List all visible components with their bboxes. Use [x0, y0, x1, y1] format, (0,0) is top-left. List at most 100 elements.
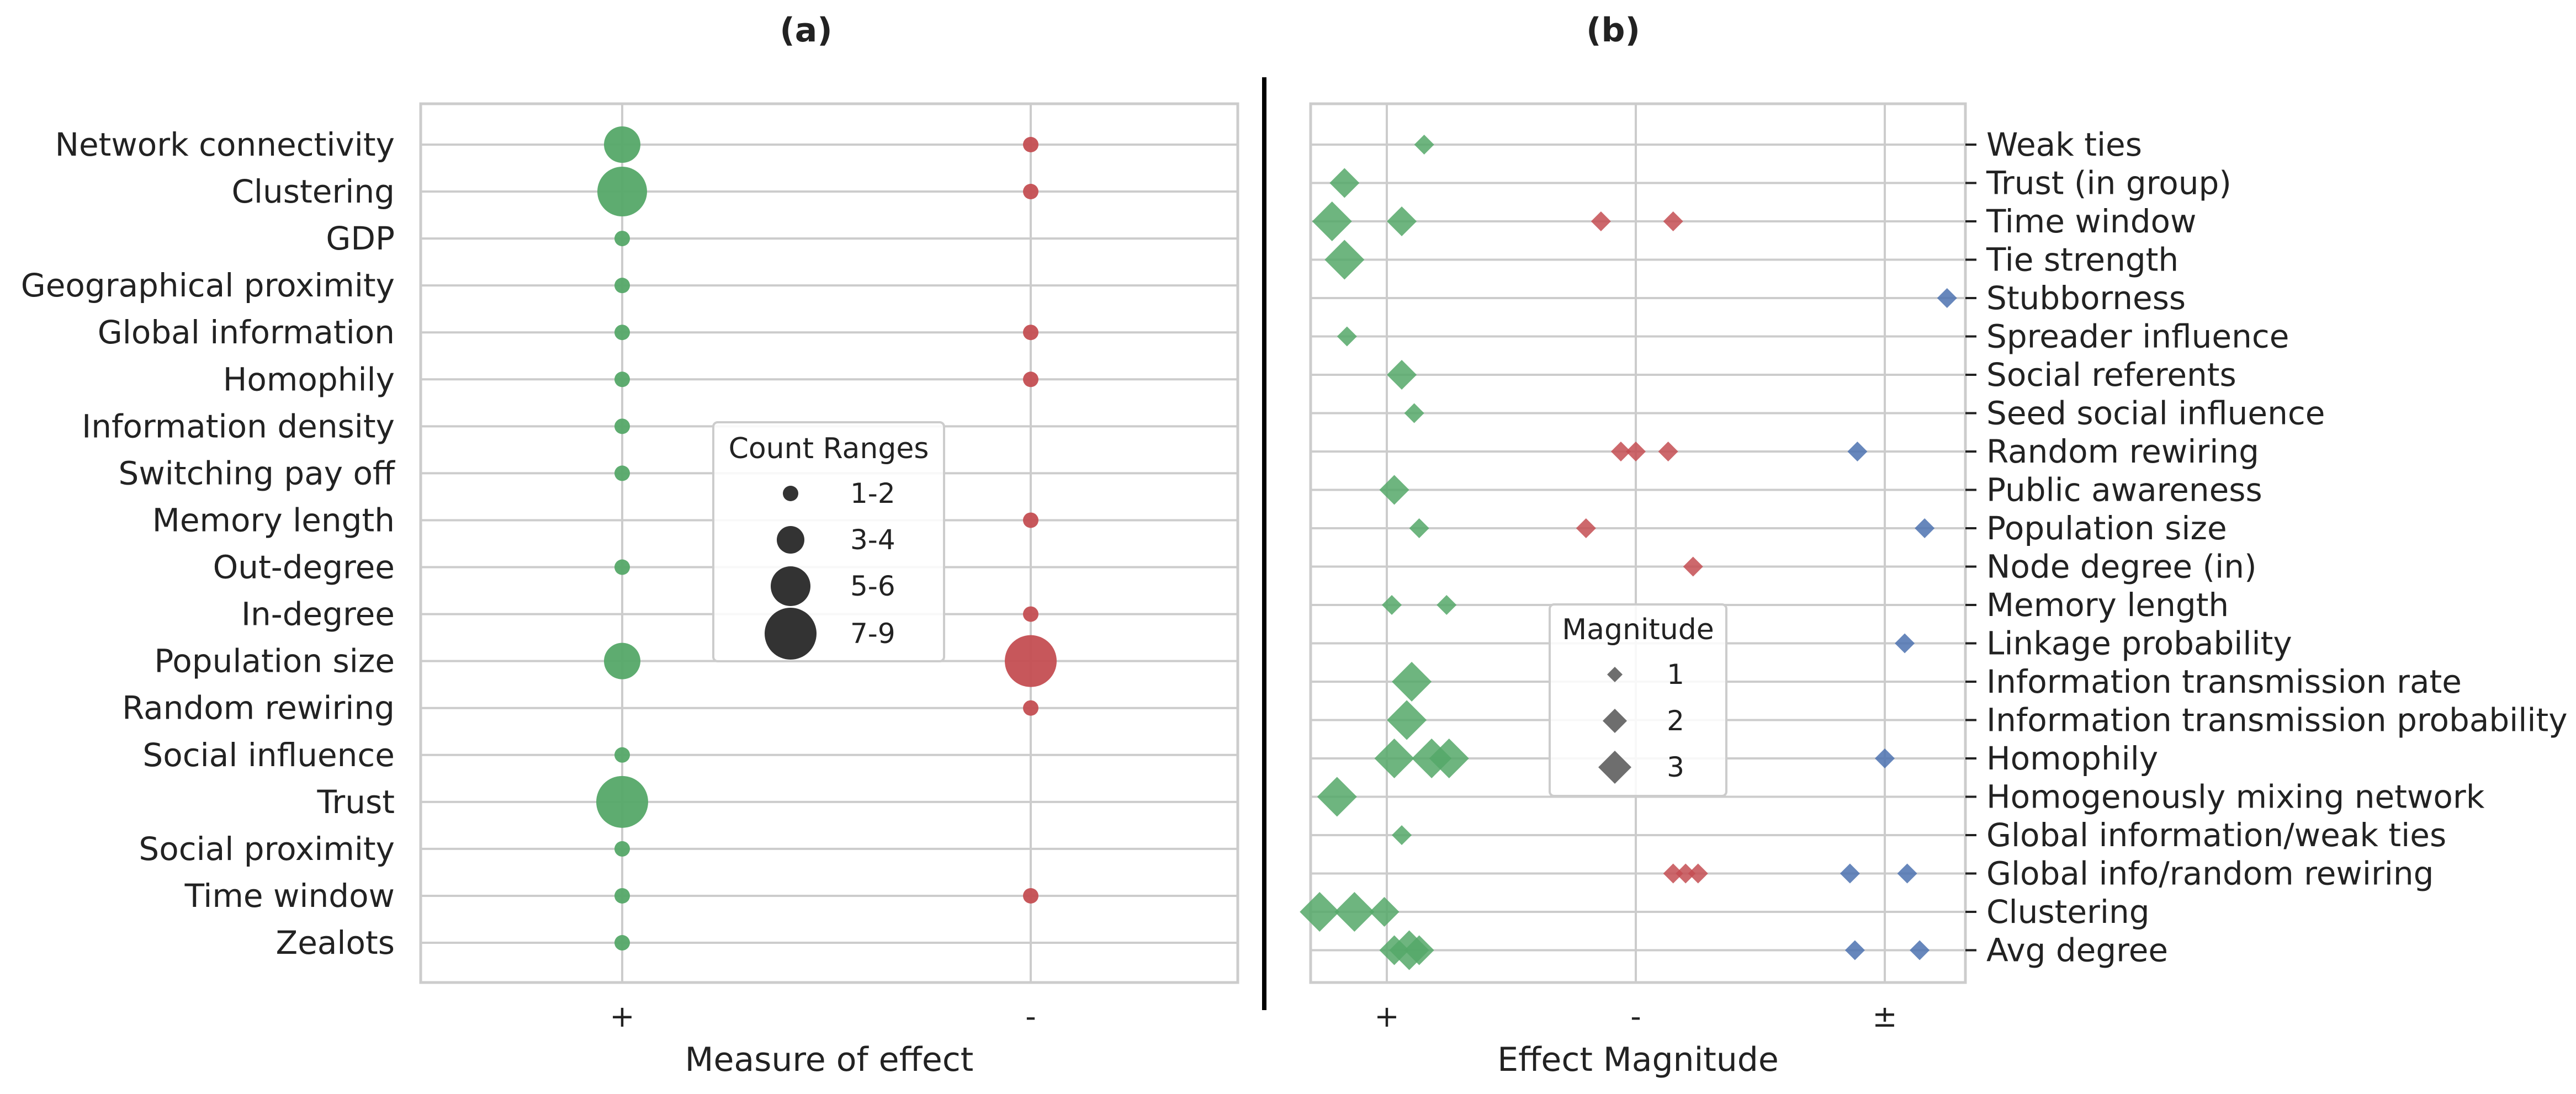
- count-point: [1023, 606, 1038, 622]
- count-point: [614, 231, 630, 247]
- count-point: [1023, 184, 1038, 200]
- count-legend-marker: [765, 608, 817, 660]
- magnitude-point: [1369, 897, 1400, 927]
- magnitude-point: [1847, 442, 1868, 461]
- magnitude-point: [1937, 288, 1957, 308]
- panel-a-x-axis-label: Measure of effect: [685, 1040, 974, 1079]
- magnitude-point: [1392, 662, 1432, 702]
- magnitude-point: [1915, 518, 1935, 538]
- panel-b-y-tick-label: Information transmission probability: [1986, 702, 2568, 739]
- count-point: [614, 465, 630, 481]
- panel-a-y-tick-label: Out-degree: [213, 549, 395, 586]
- count-point: [614, 371, 630, 387]
- magnitude-point: [1897, 863, 1917, 884]
- panel-b-title: (b): [1586, 11, 1640, 50]
- count-point: [1023, 700, 1038, 716]
- panel-a-y-tick-label: Social influence: [142, 736, 395, 774]
- panel-a-y-tick-label: Geographical proximity: [21, 267, 395, 304]
- panel-a-y-tick-label: Network connectivity: [55, 126, 395, 163]
- magnitude-point: [1576, 518, 1596, 538]
- magnitude-legend-items: 1 2 3: [1598, 658, 1684, 784]
- count-point: [1023, 888, 1038, 904]
- panel-a-y-tick-label: Global information: [98, 314, 395, 351]
- panel-a-y-tick-label: Random rewiring: [122, 689, 395, 727]
- magnitude-legend-marker: [1607, 667, 1623, 682]
- count-point: [614, 559, 630, 575]
- panel-b-y-tick-label: Global info/random rewiring: [1986, 855, 2434, 893]
- panel-b-y-tick-label: Population size: [1986, 509, 2227, 547]
- panel-a: Network connectivity Clustering GDP Geograp…: [21, 11, 1239, 1079]
- panel-b-y-tick-label: Tie strength: [1986, 241, 2179, 279]
- magnitude-point: [1379, 475, 1409, 505]
- magnitude-legend-label: 2: [1667, 705, 1684, 737]
- count-point: [614, 418, 630, 434]
- count-legend-marker: [771, 566, 810, 606]
- panel-b-y-tick-label: Homophily: [1986, 740, 2158, 777]
- panel-b-x-tick-label: ±: [1872, 999, 1897, 1034]
- count-point: [614, 325, 630, 341]
- panel-b-y-tick-label: Global information/weak ties: [1986, 816, 2446, 854]
- panel-a-y-tick-label: Information density: [82, 407, 395, 445]
- magnitude-point: [1312, 201, 1352, 241]
- panel-a-y-tick-label: Clustering: [231, 173, 395, 210]
- panel-b-y-tick-label: Weak ties: [1986, 126, 2142, 163]
- magnitude-point: [1404, 935, 1434, 965]
- count-point: [604, 642, 640, 679]
- panel-a-y-tick-labels: Network connectivity Clustering GDP Geograp…: [21, 126, 396, 962]
- panel-b-y-tick-label: Linkage probability: [1986, 625, 2292, 662]
- panel-a-y-tick-label: Homophily: [223, 360, 395, 398]
- panel-a-y-tick-label: Population size: [154, 642, 395, 680]
- panel-a-y-tick-label: Trust: [317, 783, 395, 821]
- magnitude-point: [1610, 442, 1631, 461]
- panel-b-y-tick-label: Information transmission rate: [1986, 663, 2462, 700]
- count-legend-label: 1-2: [850, 477, 895, 509]
- magnitude-point: [1334, 892, 1375, 932]
- magnitude-point: [1329, 168, 1360, 198]
- panel-b-grid: [1311, 104, 1965, 983]
- panel-b-y-tick-label: Time window: [1986, 203, 2196, 240]
- panel-a-points: [596, 126, 1057, 951]
- panel-a-x-tick-labels: + -: [609, 999, 1036, 1034]
- panel-a-y-tick-label: Time window: [184, 877, 395, 915]
- magnitude-point: [1875, 748, 1895, 768]
- panel-b-y-tick-label: Node degree (in): [1986, 548, 2257, 586]
- panel-a-y-tick-label: Memory length: [152, 501, 395, 539]
- magnitude-legend-label: 1: [1667, 658, 1684, 691]
- panel-b-x-tick-labels: + - ±: [1374, 999, 1897, 1034]
- panel-b-y-tick-label: Spreader influence: [1986, 318, 2289, 355]
- magnitude-point: [1392, 825, 1412, 845]
- panel-b-y-tick-label: Stubborness: [1986, 279, 2186, 317]
- count-point: [614, 747, 630, 763]
- panel-a-y-tick-label: Social proximity: [139, 830, 395, 868]
- panel-b-y-tick-label: Seed social influence: [1986, 395, 2325, 432]
- panel-b-y-tick-label: Memory length: [1986, 586, 2229, 624]
- count-point: [1023, 371, 1038, 387]
- count-legend: Count Ranges 1-2 3-4 5-6 7-9: [712, 421, 945, 662]
- count-legend-box: [712, 421, 945, 662]
- panel-b-y-tick-label: Social referents: [1986, 356, 2236, 394]
- count-legend-label: 3-4: [850, 524, 895, 556]
- count-point: [604, 126, 640, 163]
- magnitude-point: [1374, 739, 1414, 778]
- count-point: [1023, 325, 1038, 341]
- panel-a-grid: [421, 104, 1238, 983]
- magnitude-point: [1688, 863, 1708, 884]
- panel-a-frame: [419, 102, 1239, 984]
- magnitude-point: [1300, 892, 1340, 932]
- magnitude-legend: Magnitude 1 2 3: [1549, 603, 1727, 797]
- magnitude-point: [1663, 863, 1683, 884]
- count-legend-items: 1-2 3-4 5-6 7-9: [765, 477, 895, 660]
- panel-b-x-axis-label: Effect Magnitude: [1497, 1040, 1779, 1079]
- panel-b-y-tick-label: Clustering: [1986, 893, 2150, 931]
- panel-b-y-tick-label: Avg degree: [1986, 932, 2168, 969]
- magnitude-point: [1683, 556, 1703, 577]
- magnitude-point: [1382, 595, 1402, 615]
- magnitude-point: [1591, 211, 1611, 231]
- magnitude-point: [1658, 442, 1678, 461]
- panel-b-frame: [1309, 102, 1967, 984]
- count-point: [1005, 635, 1057, 687]
- magnitude-point: [1429, 739, 1469, 778]
